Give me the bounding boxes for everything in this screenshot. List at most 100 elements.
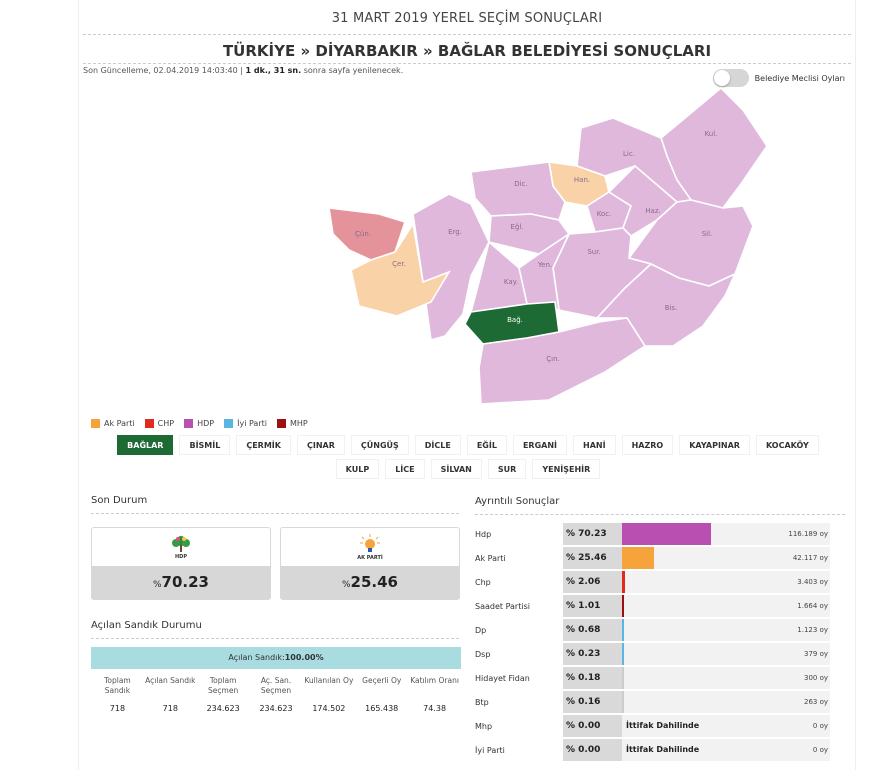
district-tab[interactable]: ERGANİ	[512, 435, 568, 455]
district-tab[interactable]: HAZRO	[621, 435, 674, 455]
district-tab[interactable]: BİSMİL	[179, 435, 231, 455]
opened-ballot-value: 100.00%	[284, 653, 324, 662]
map-region[interactable]	[412, 193, 490, 342]
result-row: Chp % 2.06 3.403 oy	[473, 571, 830, 595]
pct-symbol: %	[152, 580, 162, 590]
result-votes: 1.664 oy	[797, 602, 828, 610]
district-tab[interactable]: KULP	[335, 459, 380, 479]
result-votes: 0 oy	[812, 722, 828, 730]
legend-label: CHP	[157, 419, 175, 428]
ballot-stat-label: Toplam Seçmen	[208, 676, 239, 695]
alliance-note: İttifak Dahilinde	[626, 721, 700, 730]
result-bar-track: İttifak Dahilinde 0 oy	[622, 715, 830, 739]
legend-item: MHP	[276, 419, 308, 428]
ballot-stat-value: 718	[162, 704, 178, 713]
divider	[475, 514, 845, 515]
divider	[83, 34, 851, 35]
district-tab[interactable]: BAĞLAR	[117, 435, 174, 455]
ballot-stat: Toplam Sandık 718	[91, 676, 144, 713]
district-tab[interactable]: ÇINAR	[296, 435, 345, 455]
result-bar-track: 42.117 oy	[622, 547, 830, 571]
ballot-stat-value: 234.623	[259, 704, 293, 713]
divider	[91, 513, 459, 514]
result-percentage: % 0.00	[563, 715, 622, 739]
result-percentage: % 0.18	[563, 667, 622, 691]
map-region-label: Koc.	[597, 210, 612, 218]
result-row: Hidayet Fidan % 0.18 300 oy	[473, 667, 830, 691]
district-tab[interactable]: LİCE	[385, 459, 425, 479]
legend-label: MHP	[289, 419, 308, 428]
refresh-countdown: 1 dk., 31 sn.	[245, 66, 302, 75]
map-region[interactable]	[607, 164, 679, 238]
result-bar	[622, 571, 625, 593]
map-region-label: Kul.	[705, 130, 718, 138]
result-bar	[622, 595, 624, 617]
district-tab[interactable]: KOCAKÖY	[755, 435, 819, 455]
update-prefix: Son Güncelleme, 02.04.2019 14:03:40 |	[83, 66, 246, 75]
result-party-name: İyi Parti	[475, 746, 505, 755]
map-region-label: Eğl.	[510, 223, 523, 231]
result-party-name: Hdp	[475, 530, 492, 539]
district-tab[interactable]: DİCLE	[414, 435, 461, 455]
tree-icon	[172, 535, 190, 552]
result-row: Hdp % 70.23 116.189 oy	[473, 523, 830, 547]
result-party-name: Chp	[475, 578, 491, 587]
district-map: Kul. Lic. Han. Dic. Koc. Haz. Eğl. Erg. Çün. Çer.…	[328, 86, 768, 405]
result-bar-track: 263 oy	[622, 691, 830, 715]
map-region-label: Bağ.	[507, 316, 523, 324]
result-row: Mhp % 0.00 İttifak Dahilinde 0 oy	[473, 715, 830, 739]
district-tab[interactable]: YENİŞEHİR	[532, 459, 601, 479]
result-percentage: % 0.00	[563, 739, 622, 763]
ballot-stat-label: Açılan Sandık	[145, 676, 196, 685]
last-update-info: Son Güncelleme, 02.04.2019 14:03:40 | 1 …	[83, 66, 403, 75]
result-votes: 0 oy	[812, 746, 828, 754]
legend-swatch	[184, 419, 194, 428]
map-region-label: Çın.	[546, 355, 560, 363]
legend-label: İyi Parti	[237, 419, 267, 428]
map-region-label: Bis.	[665, 304, 678, 312]
legend-item: İyi Parti	[224, 419, 267, 428]
map-region-label: Dic.	[514, 180, 527, 188]
map-region-label: Yen.	[537, 261, 552, 269]
result-votes: 42.117 oy	[792, 554, 828, 562]
ballot-stat-label: Kullanılan Oy	[304, 676, 354, 685]
district-tab[interactable]: EĞİL	[466, 435, 507, 455]
district-tab[interactable]: ÇERMİK	[236, 435, 291, 455]
council-votes-toggle[interactable]	[712, 69, 749, 87]
result-bar-track: İttifak Dahilinde 0 oy	[622, 739, 830, 763]
map-region[interactable]	[350, 221, 451, 317]
map-region[interactable]	[478, 317, 647, 405]
ballot-stat: Aç. San. Seçmen 234.623	[250, 676, 303, 713]
candidate-card-hdp: HDP %70.23	[91, 527, 271, 600]
district-tab[interactable]: HANİ	[573, 435, 616, 455]
district-tab[interactable]: SUR	[487, 459, 527, 479]
result-votes: 379 oy	[803, 650, 828, 658]
result-votes: 1.123 oy	[797, 626, 828, 634]
result-percentage: % 25.46	[563, 547, 622, 571]
result-votes: 300 oy	[803, 674, 828, 682]
legend-swatch	[224, 419, 234, 428]
sandik-title: Açılan Sandık Durumu	[91, 620, 202, 631]
result-row: Btp % 0.16 263 oy	[473, 691, 830, 715]
hdp-logo: HDP	[92, 528, 270, 566]
ballot-stat: Toplam Seçmen 234.623	[197, 676, 250, 713]
map-region-label: Çün.	[355, 230, 371, 238]
result-bar	[622, 547, 655, 569]
result-bar-track: 116.189 oy	[622, 523, 830, 547]
results-page: 31 MART 2019 YEREL SEÇİM SONUÇLARI TÜRKİ…	[78, 0, 856, 770]
district-tab[interactable]: KAYAPINAR	[679, 435, 750, 455]
pct-symbol: %	[341, 580, 351, 590]
result-party-name: Hidayet Fidan	[475, 674, 530, 683]
ballot-stat: Kullanılan Oy 174.502	[302, 676, 355, 713]
district-tab[interactable]: SİLVAN	[430, 459, 482, 479]
legend-item: CHP	[144, 419, 175, 428]
result-percentage: % 70.23	[563, 523, 622, 547]
result-percentage: % 1.01	[563, 595, 622, 619]
result-party-name: Dsp	[475, 650, 491, 659]
legend-swatch	[144, 419, 154, 428]
district-tab[interactable]: ÇÜNGÜŞ	[350, 435, 409, 455]
map-region-label: Sil.	[702, 230, 713, 238]
map-region[interactable]	[576, 117, 693, 203]
result-bar-track: 300 oy	[622, 667, 830, 691]
map-region[interactable]	[470, 161, 566, 221]
